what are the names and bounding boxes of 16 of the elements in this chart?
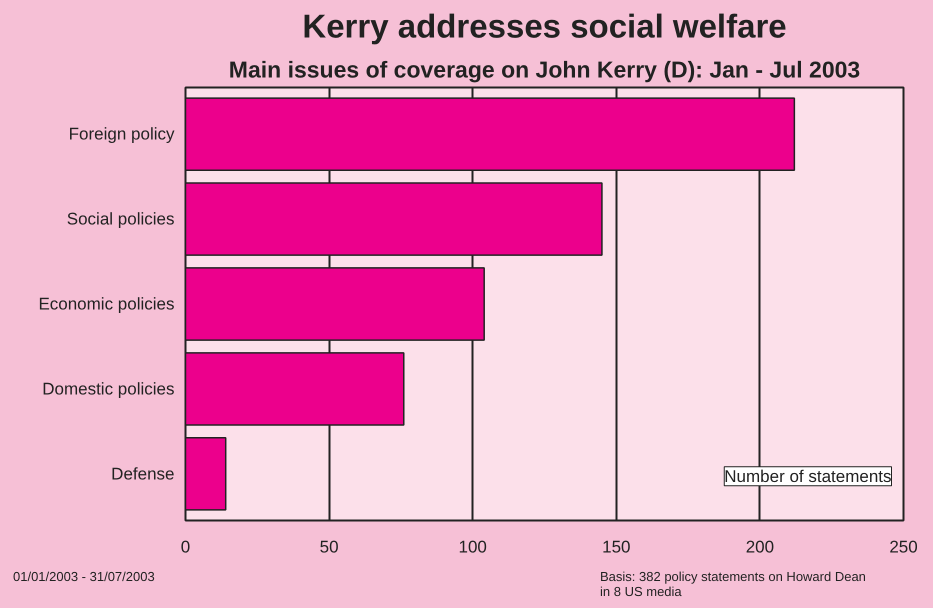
- text: 01/01/2003 - 31/07/2003: [13, 569, 155, 585]
- y-tick-label: Defense: [111, 464, 175, 484]
- x-tick-label: 100: [458, 538, 487, 556]
- y-tick-label: Social policies: [66, 210, 175, 229]
- y-tick-label: Economic policies: [38, 294, 175, 314]
- y-tick-label: Domestic policies: [42, 379, 174, 398]
- x-tick-label: 150: [602, 538, 630, 556]
- text: Basis: 382 policy statements on Howard Dean in 8 US media: [600, 569, 866, 600]
- x-tick-label: 50: [320, 538, 339, 556]
- x-axis-title: Number of statements: [724, 466, 892, 486]
- y-tick-label: Foreign policy: [68, 124, 175, 144]
- x-tick-label: 0: [180, 538, 190, 556]
- x-tick-label: 250: [889, 538, 918, 556]
- chart-title: Kerry addresses social welfare: [302, 8, 787, 44]
- chart-subtitle: Main issues of coverage on John Kerry (D): Jan - Jul 2003: [228, 56, 860, 82]
- x-tick-label: 200: [746, 538, 774, 556]
